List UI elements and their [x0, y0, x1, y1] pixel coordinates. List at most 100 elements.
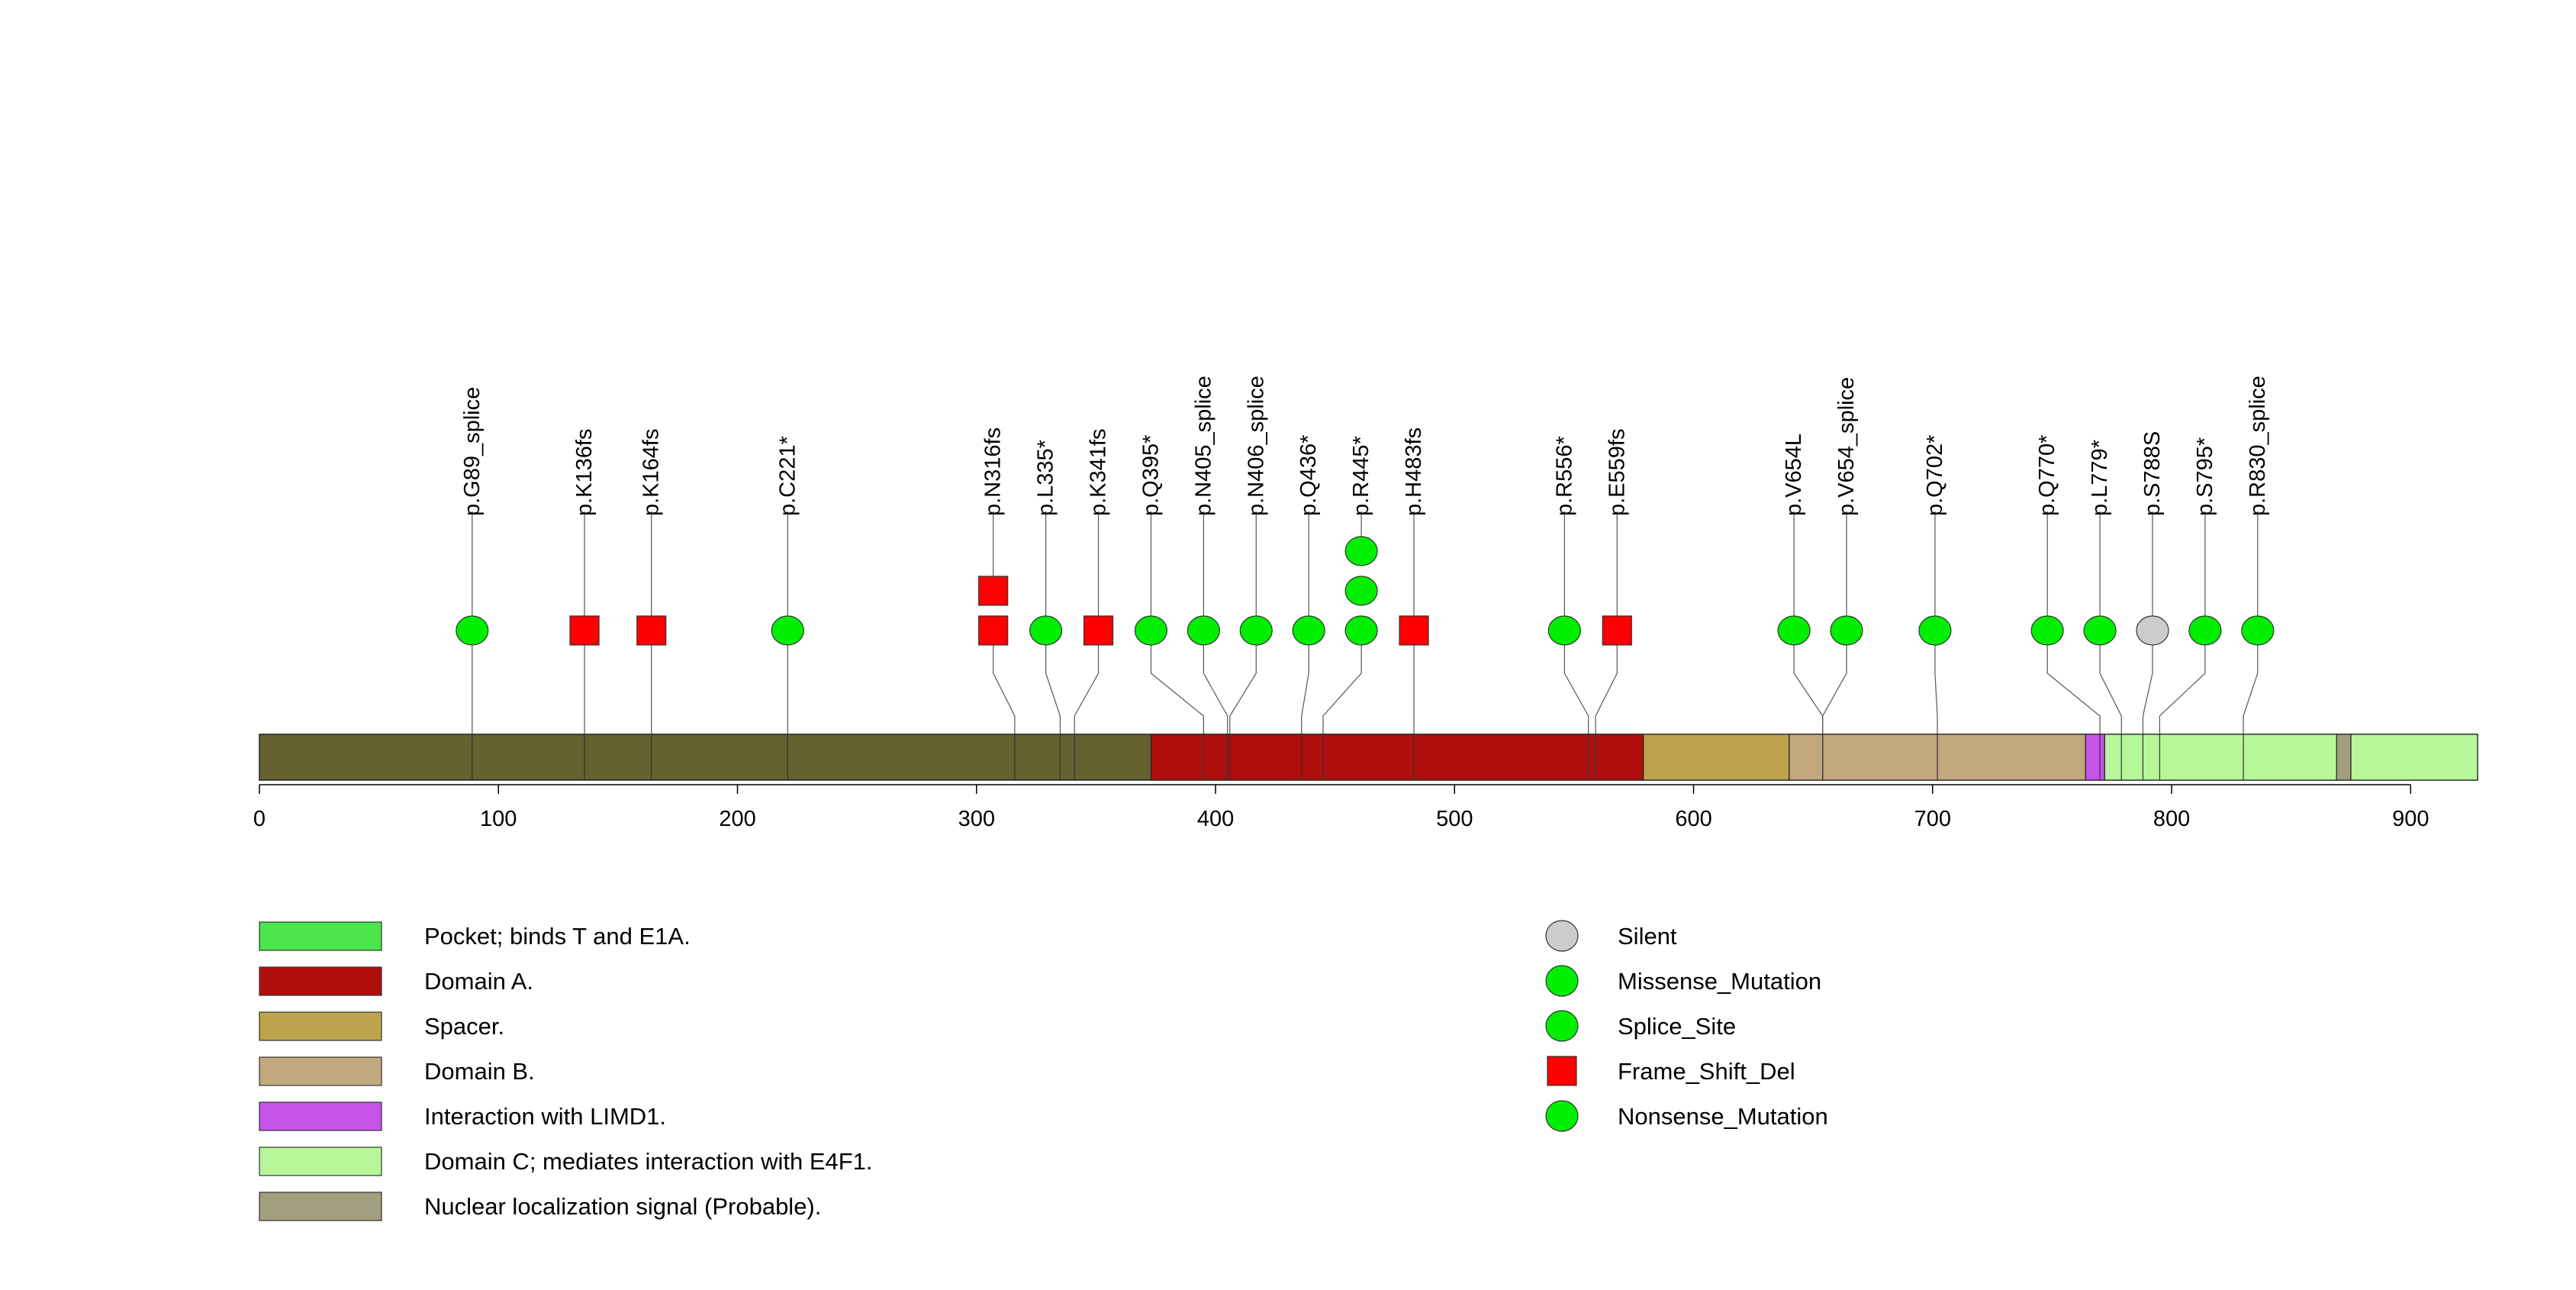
domain-legend-swatch-3	[259, 1056, 382, 1086]
mutation-label-11: p.R445*	[1349, 436, 1373, 516]
mutation-label-17: p.Q702*	[1923, 435, 1947, 516]
mutation-marker-9-0	[1239, 615, 1273, 646]
mutation-marker-21-0	[2188, 615, 2222, 646]
mutation-label-12: p.H483fs	[1402, 427, 1426, 516]
connector-17	[1934, 630, 1938, 734]
domain-legend-swatch-5	[259, 1146, 382, 1176]
mutation-marker-6-0	[1083, 615, 1114, 646]
mutation-marker-5-0	[1029, 615, 1063, 646]
connector-7	[1150, 630, 1204, 734]
domain-legend-swatch-1	[259, 966, 382, 996]
mutation-legend-swatch-4	[1545, 1100, 1579, 1132]
mutation-site-lines	[472, 734, 2244, 780]
mutation-legend-swatch-2	[1545, 1010, 1579, 1042]
domain-legend-swatch-2	[259, 1011, 382, 1041]
x-tick-label-0: 0	[253, 807, 266, 831]
x-tick-label-6: 600	[1675, 807, 1711, 831]
connector-10	[1301, 630, 1309, 734]
mutation-marker-3-0	[771, 615, 804, 646]
mutation-legend-label-1: Missense_Mutation	[1618, 968, 1821, 995]
connector-6	[1074, 630, 1100, 734]
mutation-marker-7-0	[1134, 615, 1168, 646]
domain-regions	[1150, 734, 2478, 781]
mutation-label-22: p.R830_splice	[2246, 376, 2270, 516]
mutation-label-3: p.C221*	[775, 436, 800, 516]
mutation-legend-label-0: Silent	[1618, 923, 1677, 950]
mutation-markers	[456, 536, 2275, 646]
domain-rect-6	[2350, 734, 2478, 781]
mutation-label-1: p.K136fs	[572, 429, 597, 516]
mutation-marker-14-0	[1602, 615, 1632, 646]
connector-9	[1229, 630, 1257, 734]
domain-rect-4	[2104, 734, 2339, 781]
connector-4	[993, 630, 1016, 734]
x-tick-label-3: 300	[958, 807, 995, 831]
x-axis: 0 100 200 300 400 500 600 700 800 900	[253, 784, 2429, 831]
mutation-marker-4-1	[978, 576, 1009, 606]
mutation-label-19: p.L779*	[2088, 440, 2112, 516]
connector-20	[2142, 630, 2153, 734]
mutation-label-13: p.R556*	[1552, 436, 1576, 516]
mutation-marker-13-0	[1547, 615, 1581, 646]
mutation-label-2: p.K164fs	[639, 429, 664, 516]
domain-legend: Pocket; binds T and E1A. Domain A. Spacer.…	[259, 921, 873, 1221]
mutation-marker-11-1	[1344, 576, 1378, 606]
mutation-legend-label-3: Frame_Shift_Del	[1618, 1058, 1795, 1085]
mutation-marker-16-0	[1830, 615, 1863, 646]
mutation-label-4: p.N316fs	[981, 427, 1006, 516]
connector-15	[1793, 630, 1824, 734]
mutation-marker-18-0	[2030, 615, 2064, 646]
mutation-marker-11-2	[1344, 536, 1378, 566]
mutation-label-0: p.G89_splice	[460, 387, 485, 516]
x-tick-label-2: 200	[719, 807, 755, 831]
mutation-label-14: p.E559fs	[1605, 429, 1629, 516]
mutation-label-7: p.Q395*	[1138, 435, 1163, 516]
mutation-label-10: p.Q436*	[1296, 435, 1321, 516]
connector-13	[1563, 630, 1589, 734]
mutation-legend-label-4: Nonsense_Mutation	[1618, 1103, 1828, 1130]
mutation-label-5: p.L335*	[1034, 440, 1058, 516]
domain-legend-swatch-0	[259, 921, 382, 951]
mutation-labels: p.G89_splice p.K136fs p.K164fs p.C221* p.N31…	[460, 376, 2270, 516]
connector-19	[2099, 630, 2122, 734]
domain-rect-5	[2336, 734, 2352, 781]
connector-14	[1595, 630, 1618, 734]
x-tick-label-7: 700	[1914, 807, 1951, 831]
domain-legend-swatch-6	[259, 1192, 382, 1221]
connector-16	[1822, 630, 1847, 734]
mutation-marker-11-0	[1344, 615, 1378, 646]
x-tick-label-5: 500	[1436, 807, 1473, 831]
connector-5	[1045, 630, 1061, 734]
mutation-legend-swatch-3	[1547, 1056, 1577, 1086]
mutation-marker-1-0	[569, 615, 600, 646]
domain-legend-label-6: Nuclear localization signal (Probable).	[424, 1193, 821, 1220]
mutation-label-20: p.S788S	[2140, 431, 2165, 516]
connector-18	[2046, 630, 2101, 734]
mutation-label-18: p.Q770*	[2035, 435, 2059, 516]
mutation-marker-0-0	[456, 615, 489, 646]
mutation-label-8: p.N405_splice	[1191, 376, 1216, 516]
domain-legend-label-0: Pocket; binds T and E1A.	[424, 923, 691, 950]
connector-8	[1203, 630, 1228, 734]
x-tick-label-4: 400	[1197, 807, 1234, 831]
domain-legend-label-3: Domain B.	[424, 1058, 535, 1085]
mutation-marker-2-0	[636, 615, 667, 646]
mutation-marker-12-0	[1399, 615, 1429, 646]
mutation-label-6: p.K341fs	[1087, 429, 1111, 516]
mutation-legend: Silent Missense_Mutation Splice_Site Frame_…	[1545, 920, 1828, 1132]
mutation-label-21: p.S795*	[2193, 437, 2217, 516]
mutation-marker-4-0	[978, 615, 1009, 646]
domain-legend-swatch-4	[259, 1101, 382, 1131]
connector-11	[1322, 630, 1362, 734]
domain-legend-label-2: Spacer.	[424, 1013, 504, 1040]
mutation-marker-17-0	[1918, 615, 1952, 646]
domain-rect-0	[1150, 734, 1644, 781]
mutation-label-9: p.N406_splice	[1244, 376, 1268, 516]
domain-legend-label-4: Interaction with LIMD1.	[424, 1103, 666, 1130]
domain-rect-3	[2085, 734, 2105, 781]
mutation-label-16: p.V654_splice	[1834, 377, 1859, 516]
connector-21	[2159, 630, 2206, 734]
mutation-marker-20-0	[2136, 615, 2169, 646]
mutation-marker-19-0	[2083, 615, 2117, 646]
